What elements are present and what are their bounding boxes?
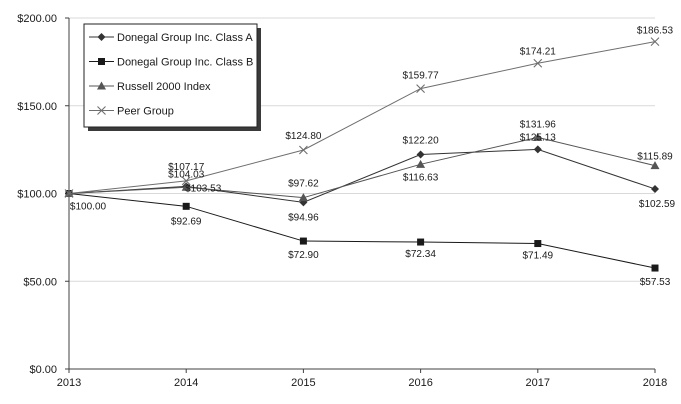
- data-label: $131.96: [520, 119, 557, 130]
- point-peer-group: [181, 176, 191, 186]
- data-label: $71.49: [523, 251, 554, 262]
- point-russell-2000-index: [181, 182, 191, 191]
- x-tick-label: 2018: [643, 377, 667, 389]
- series-lines: [64, 37, 660, 272]
- legend-label: Russell 2000 Index: [117, 81, 211, 93]
- y-tick-label: $150.00: [17, 101, 57, 113]
- x-tick-label: 2015: [291, 377, 315, 389]
- x-marker-stroke: [299, 145, 308, 155]
- data-label: $102.59: [639, 199, 676, 210]
- x-marker-stroke: [64, 189, 74, 198]
- point-russell-2000-index: [298, 193, 308, 202]
- point-peer-group: [64, 189, 74, 198]
- y-tick-label: $0.00: [29, 364, 57, 376]
- legend-marker: [97, 106, 106, 115]
- point-peer-group: [416, 84, 425, 93]
- data-label: $124.80: [285, 131, 322, 142]
- series-line-donegal-group-inc-class-b: [68, 193, 656, 269]
- x-tick-label: 2016: [408, 377, 432, 389]
- legend-label: Peer Group: [117, 106, 174, 118]
- data-label: $103.53: [185, 183, 222, 194]
- y-tick-label: $200.00: [17, 13, 57, 25]
- legend: Donegal Group Inc. Class A Donegal Group …: [83, 23, 261, 131]
- y-axis-ticks: $0.00 $50.00 $100.00 $150.00 $200.00: [17, 13, 69, 376]
- series-line-donegal-group-inc-class-a: [68, 148, 656, 203]
- data-label: $174.21: [520, 46, 557, 57]
- y-tick-label: $100.00: [17, 189, 57, 201]
- point-donegal-group-inc-class-b: [417, 238, 425, 246]
- data-label: $116.63: [403, 172, 439, 183]
- legend-marker: [97, 81, 106, 90]
- data-label: $100.00: [70, 202, 107, 213]
- x-tick-label: 2017: [526, 377, 550, 389]
- series-line-peer-group: [68, 41, 656, 194]
- data-label: $92.69: [171, 216, 202, 227]
- legend-label: Donegal Group Inc. Class B: [117, 57, 253, 69]
- data-label: $125.13: [520, 132, 557, 143]
- point-donegal-group-inc-class-b: [299, 237, 307, 245]
- x-tick-label: 2014: [174, 377, 198, 389]
- x-marker-stroke: [650, 37, 660, 47]
- data-label: $122.20: [403, 136, 440, 147]
- point-donegal-group-inc-class-a: [651, 184, 659, 193]
- x-marker-stroke: [533, 58, 543, 68]
- legend-marker: [98, 58, 105, 65]
- x-marker-stroke: [97, 106, 106, 115]
- x-axis-ticks: 2013 2014 2015 2016 2017 2018: [57, 369, 667, 389]
- y-tick-label: $50.00: [23, 276, 57, 288]
- point-russell-2000-index: [533, 132, 543, 141]
- point-peer-group: [650, 37, 660, 47]
- legend-marker: [97, 33, 106, 41]
- data-labels: $104.03 $94.96 $122.20 $125.13 $102.59 $100.0…: [70, 26, 676, 288]
- data-label: $97.62: [288, 179, 319, 190]
- legend-label: Donegal Group Inc. Class A: [117, 32, 253, 44]
- data-label: $72.34: [405, 249, 436, 260]
- data-label: $72.90: [288, 250, 319, 261]
- x-tick-label: 2013: [57, 377, 81, 389]
- point-russell-2000-index: [416, 159, 426, 168]
- legend-box: [83, 23, 258, 128]
- point-russell-2000-index: [650, 161, 660, 170]
- point-peer-group: [299, 145, 308, 155]
- point-donegal-group-inc-class-a: [533, 145, 542, 154]
- point-donegal-group-inc-class-b: [534, 240, 542, 248]
- data-label: $115.89: [637, 152, 673, 163]
- point-donegal-group-inc-class-a: [416, 150, 425, 159]
- data-label: $107.17: [168, 162, 205, 173]
- data-label: $104.03: [168, 169, 205, 180]
- point-donegal-group-inc-class-b: [651, 264, 659, 272]
- data-label: $186.53: [637, 26, 674, 37]
- data-label: $94.96: [288, 212, 319, 223]
- point-peer-group: [533, 58, 543, 68]
- series-line-russell-2000-index: [68, 136, 656, 199]
- data-label: $159.77: [403, 71, 440, 82]
- data-label: $57.53: [640, 277, 671, 288]
- x-marker-stroke: [416, 84, 425, 93]
- point-donegal-group-inc-class-b: [182, 202, 190, 210]
- x-marker-stroke: [181, 176, 191, 186]
